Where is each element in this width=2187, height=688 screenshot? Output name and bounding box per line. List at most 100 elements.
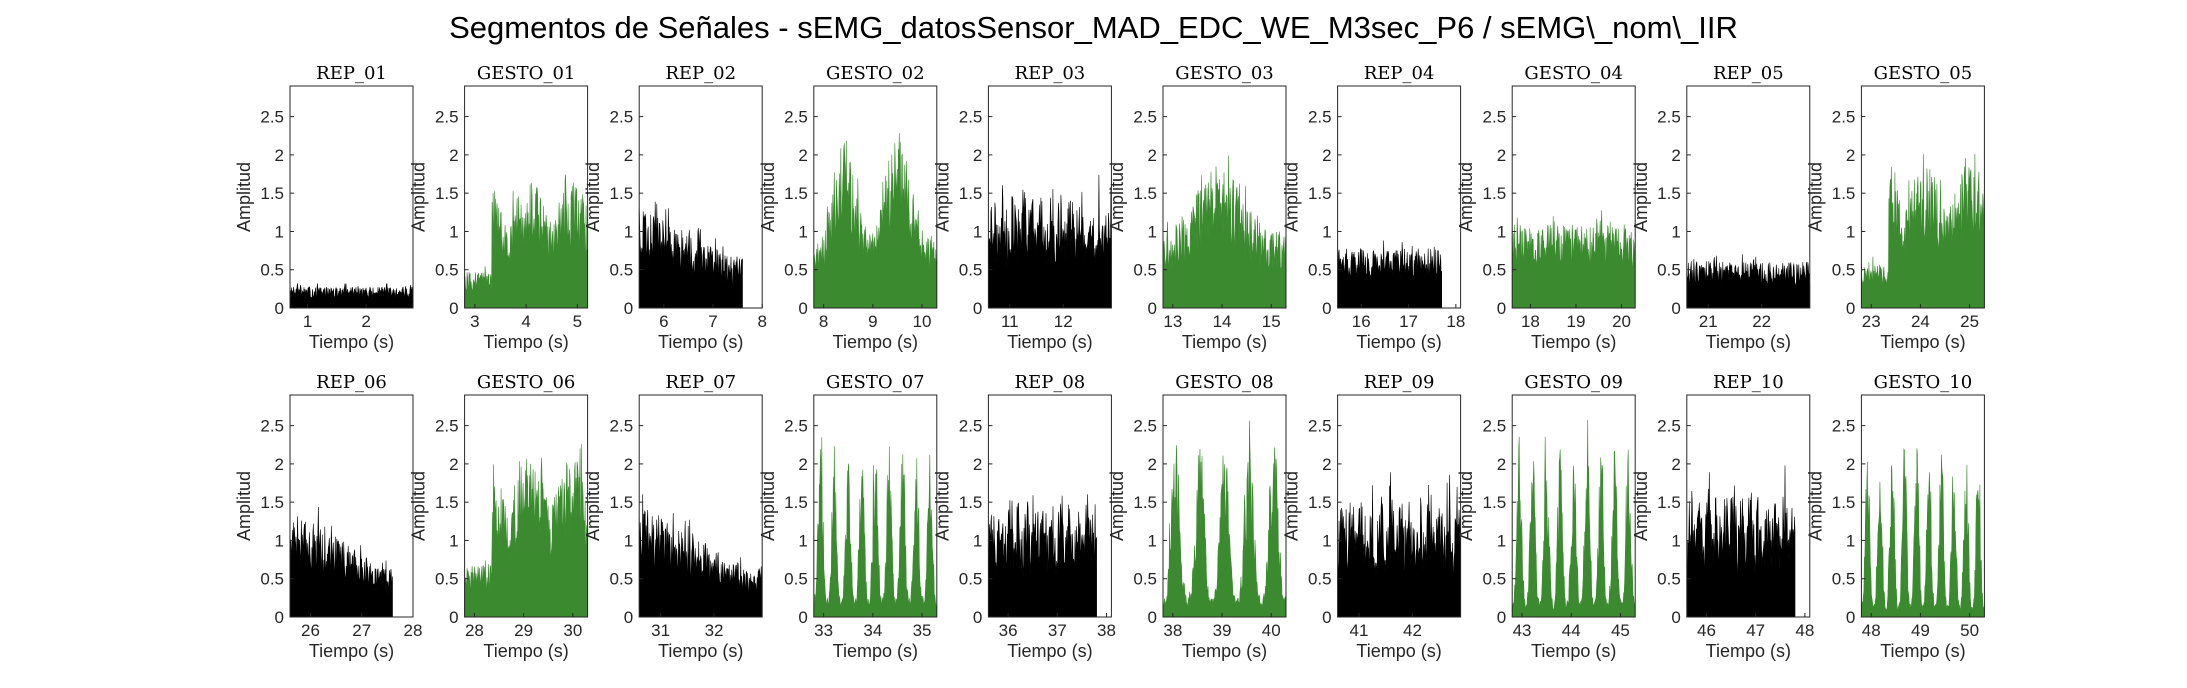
subplot-rep-02: 0 0.5 1 1.5 2 2.5 6 7 8 Tiempo (s) Amplitud REP_02 — [583, 63, 767, 352]
x-tick-label: 28 — [465, 621, 484, 640]
x-tick-label: 39 — [1213, 621, 1232, 640]
y-tick-label: 2.5 — [1133, 108, 1157, 127]
y-tick-label: 2.5 — [1832, 417, 1856, 436]
x-axis-label: Tiempo (s) — [1007, 641, 1092, 661]
y-tick-label: 1.5 — [1832, 493, 1856, 512]
y-tick-label: 2.5 — [784, 417, 808, 436]
y-tick-label: 2.5 — [610, 108, 634, 127]
x-tick-label: 24 — [1911, 312, 1930, 331]
subplot-title: GESTO_10 — [1874, 372, 1973, 393]
x-tick-label: 8 — [757, 312, 766, 331]
y-tick-label: 0 — [449, 608, 458, 627]
y-tick-label: 1.5 — [1657, 184, 1681, 203]
subplot-title: GESTO_02 — [826, 63, 925, 84]
y-tick-label: 0 — [1322, 608, 1331, 627]
x-axis-label: Tiempo (s) — [658, 332, 743, 352]
x-tick-label: 14 — [1213, 312, 1232, 331]
subplot-title: REP_02 — [665, 63, 736, 84]
axes-box — [289, 394, 414, 618]
signal-area — [813, 437, 938, 618]
y-tick-label: 2.5 — [260, 417, 284, 436]
y-tick-label: 1 — [275, 531, 284, 550]
y-tick-label: 1.5 — [260, 184, 284, 203]
y-tick-label: 2 — [1497, 455, 1506, 474]
signal-area — [1162, 155, 1287, 309]
y-tick-label: 0.5 — [1657, 570, 1681, 589]
x-tick-label: 28 — [404, 621, 423, 640]
y-tick-label: 1 — [798, 531, 807, 550]
y-tick-label: 1.5 — [1308, 493, 1332, 512]
axes-box — [638, 394, 763, 618]
y-tick-label: 0.5 — [260, 261, 284, 280]
x-tick-label: 27 — [352, 621, 371, 640]
y-tick-label: 2.5 — [435, 417, 459, 436]
x-tick-label: 17 — [1399, 312, 1418, 331]
subplot-title: REP_01 — [316, 63, 387, 84]
y-axis-label: Amplitud — [234, 162, 254, 232]
axes-box — [1511, 394, 1636, 618]
y-tick-label: 2 — [1846, 146, 1855, 165]
y-tick-label: 0 — [624, 608, 633, 627]
y-tick-label: 0 — [798, 608, 807, 627]
subplot-title: GESTO_09 — [1524, 372, 1623, 393]
axes-box — [1162, 85, 1287, 309]
x-tick-label: 35 — [913, 621, 932, 640]
y-tick-label: 0.5 — [260, 570, 284, 589]
y-tick-label: 1.5 — [610, 493, 634, 512]
y-tick-label: 0.5 — [1133, 570, 1157, 589]
y-tick-label: 1 — [275, 222, 284, 241]
y-tick-label: 2 — [449, 455, 458, 474]
y-tick-label: 0 — [1671, 299, 1680, 318]
axes-box — [1337, 85, 1462, 309]
y-tick-label: 0 — [1846, 608, 1855, 627]
y-tick-label: 2 — [798, 455, 807, 474]
axes-box — [638, 85, 763, 309]
x-tick-label: 1 — [303, 312, 312, 331]
signal-area — [1686, 465, 1796, 618]
x-tick-label: 23 — [1862, 312, 1881, 331]
x-tick-label: 22 — [1752, 312, 1771, 331]
y-tick-label: 1 — [1148, 531, 1157, 550]
y-tick-label: 0.5 — [959, 261, 983, 280]
y-axis-label: Amplitud — [409, 471, 429, 541]
y-axis-label: Amplitud — [1456, 471, 1476, 541]
y-tick-label: 2.5 — [959, 417, 983, 436]
x-axis-label: Tiempo (s) — [833, 641, 918, 661]
y-tick-label: 1 — [973, 531, 982, 550]
x-tick-label: 50 — [1960, 621, 1979, 640]
subplot-title: REP_10 — [1713, 372, 1784, 393]
y-tick-label: 0 — [1148, 299, 1157, 318]
x-tick-label: 38 — [1097, 621, 1116, 640]
x-tick-label: 6 — [659, 312, 668, 331]
x-tick-label: 15 — [1262, 312, 1281, 331]
y-tick-label: 2.5 — [784, 108, 808, 127]
y-axis-label: Amplitud — [932, 471, 952, 541]
y-tick-label: 1.5 — [260, 493, 284, 512]
y-tick-label: 1 — [1322, 222, 1331, 241]
x-tick-label: 13 — [1163, 312, 1182, 331]
y-tick-label: 0 — [1148, 608, 1157, 627]
y-tick-label: 2.5 — [1483, 108, 1507, 127]
signal-area — [1861, 448, 1985, 618]
y-tick-label: 1.5 — [784, 184, 808, 203]
y-tick-label: 2 — [1148, 455, 1157, 474]
axes-box — [289, 85, 414, 309]
y-tick-label: 0 — [449, 299, 458, 318]
y-tick-label: 1.5 — [1483, 493, 1507, 512]
x-tick-label: 12 — [1054, 312, 1073, 331]
figure-title: Segmentos de Señales - sEMG_datosSensor_… — [449, 10, 1738, 45]
subplot-rep-04: 0 0.5 1 1.5 2 2.5 16 17 18 Tiempo (s) Amplitud REP_… — [1282, 63, 1466, 352]
signal-area — [1861, 153, 1985, 309]
x-axis-label: Tiempo (s) — [1880, 641, 1965, 661]
x-tick-label: 37 — [1048, 621, 1067, 640]
y-tick-label: 0 — [973, 299, 982, 318]
y-tick-label: 0 — [798, 299, 807, 318]
y-tick-label: 0 — [1497, 608, 1506, 627]
y-tick-label: 2 — [1148, 146, 1157, 165]
